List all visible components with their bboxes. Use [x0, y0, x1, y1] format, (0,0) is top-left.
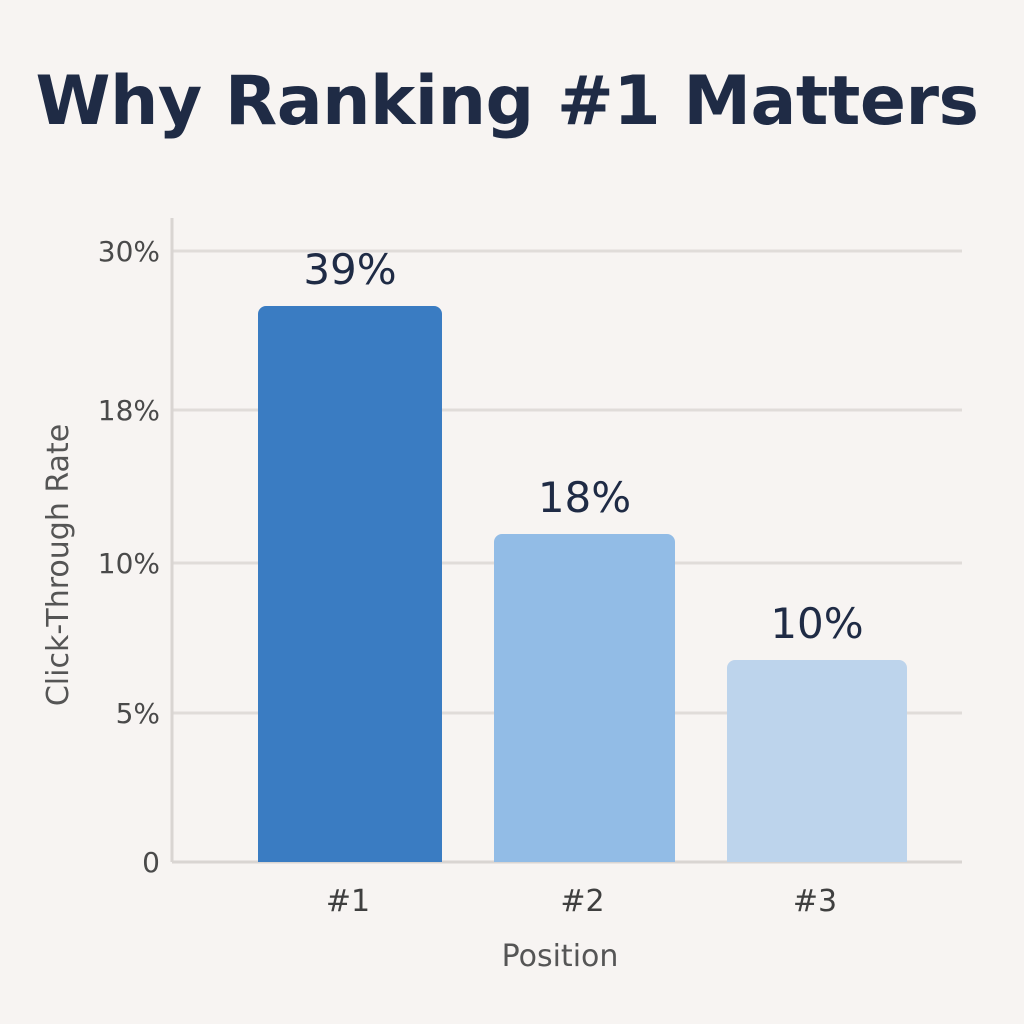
y-tick-label: 18% — [98, 394, 160, 427]
x-axis-title: Position — [502, 939, 619, 974]
data-label-1: 39% — [303, 245, 396, 294]
bar-3 — [727, 660, 907, 862]
chart-title: Why Ranking #1 Matters — [35, 62, 979, 141]
data-label-3: 10% — [770, 599, 863, 648]
bars — [258, 306, 907, 862]
bar-2 — [494, 534, 675, 862]
x-tick-label-2: #2 — [560, 884, 604, 919]
y-tick-label: 30% — [98, 235, 160, 268]
labels: 0 5% 10% 18% 30% 39% #1 18% #2 10% #3 Position Click… — [41, 235, 864, 974]
y-tick-label: 5% — [116, 697, 160, 730]
bar-1 — [258, 306, 442, 862]
y-tick-label: 0 — [142, 846, 160, 879]
y-axis-title: Click-Through Rate — [41, 424, 76, 706]
bar-3-base — [727, 852, 907, 862]
x-tick-label-1: #1 — [326, 884, 370, 919]
bar-1-base — [258, 852, 442, 862]
data-label-2: 18% — [538, 473, 631, 522]
bar-2-base — [494, 852, 675, 862]
x-tick-label-3: #3 — [793, 884, 837, 919]
y-tick-label: 10% — [98, 547, 160, 580]
